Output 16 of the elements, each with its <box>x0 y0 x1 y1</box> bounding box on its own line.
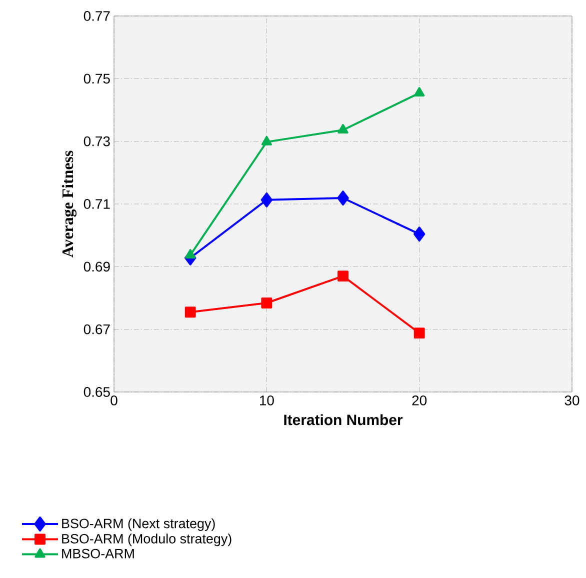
x-tick-label: 10 <box>260 395 274 406</box>
legend-label: BSO-ARM (Next strategy) <box>62 518 215 531</box>
y-tick-label: 0.71 <box>84 199 110 209</box>
y-tick-label: 0.67 <box>84 324 110 334</box>
y-tick-label: 0.75 <box>84 74 110 84</box>
x-tick-label: 20 <box>412 395 427 406</box>
y-tick-label: 0.77 <box>84 11 110 21</box>
x-tick-label: 30 <box>564 395 580 406</box>
y-tick-label: 0.69 <box>84 262 110 272</box>
y-tick-label: 0.65 <box>84 387 110 397</box>
y-tick-label: 0.73 <box>84 136 110 146</box>
legend-label: MBSO-ARM <box>62 548 134 558</box>
x-axis-title: Iteration Number <box>284 414 403 426</box>
y-axis-title: Average Fitness <box>62 150 76 258</box>
x-tick-label: 0 <box>110 395 118 406</box>
legend-label: BSO-ARM (Modulo strategy) <box>62 534 232 546</box>
